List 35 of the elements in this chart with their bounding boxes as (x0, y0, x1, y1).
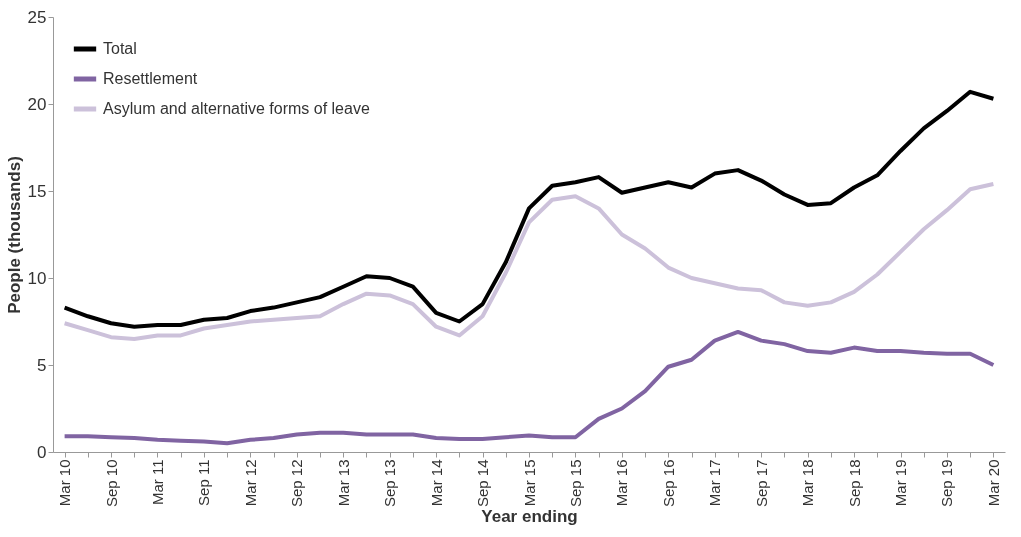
y-tick-label: 0 (37, 442, 47, 462)
x-tick-label: Mar 16 (613, 459, 631, 507)
x-tick-label: Sep 15 (566, 459, 584, 508)
x-tick-label: Mar 10 (56, 459, 74, 507)
y-tick-label: 15 (27, 181, 47, 201)
line-series (62, 89, 996, 329)
legend-label: Asylum and alternative forms of leave (103, 100, 370, 117)
x-tick-label: Sep 19 (938, 459, 956, 508)
line-series (62, 329, 996, 446)
x-tick-label: Mar 17 (706, 459, 724, 507)
y-tick-label: 5 (37, 355, 47, 375)
x-tick-label: Mar 11 (148, 459, 166, 506)
x-tick-label: Sep 11 (195, 459, 213, 506)
x-tick-label: Mar 14 (427, 459, 445, 507)
x-tick-label: Sep 18 (845, 459, 863, 508)
x-tick-label: Mar 18 (799, 459, 817, 507)
legend-label: Total (103, 40, 137, 57)
x-tick-label: Sep 13 (381, 459, 399, 508)
y-axis-title: People (thousands) (4, 156, 24, 314)
y-tick-label: 20 (27, 94, 47, 114)
x-tick-label: Sep 16 (659, 459, 677, 508)
x-tick-label: Mar 19 (892, 459, 910, 507)
x-tick-label: Sep 12 (288, 459, 306, 508)
y-tick-label: 25 (27, 7, 47, 27)
x-tick-label: Mar 15 (520, 459, 538, 507)
line-series (62, 182, 996, 341)
x-axis-title: Year ending (481, 507, 578, 527)
x-tick-label: Sep 17 (752, 459, 770, 508)
x-tick-label: Sep 10 (102, 459, 120, 508)
x-tick-label: Mar 20 (984, 459, 1002, 507)
x-tick-label: Mar 12 (241, 459, 259, 507)
x-tick-label: Mar 13 (334, 459, 352, 507)
y-tick-label: 10 (27, 268, 47, 288)
legend-label: Resettlement (103, 70, 198, 87)
x-tick-label: Sep 14 (474, 459, 492, 508)
